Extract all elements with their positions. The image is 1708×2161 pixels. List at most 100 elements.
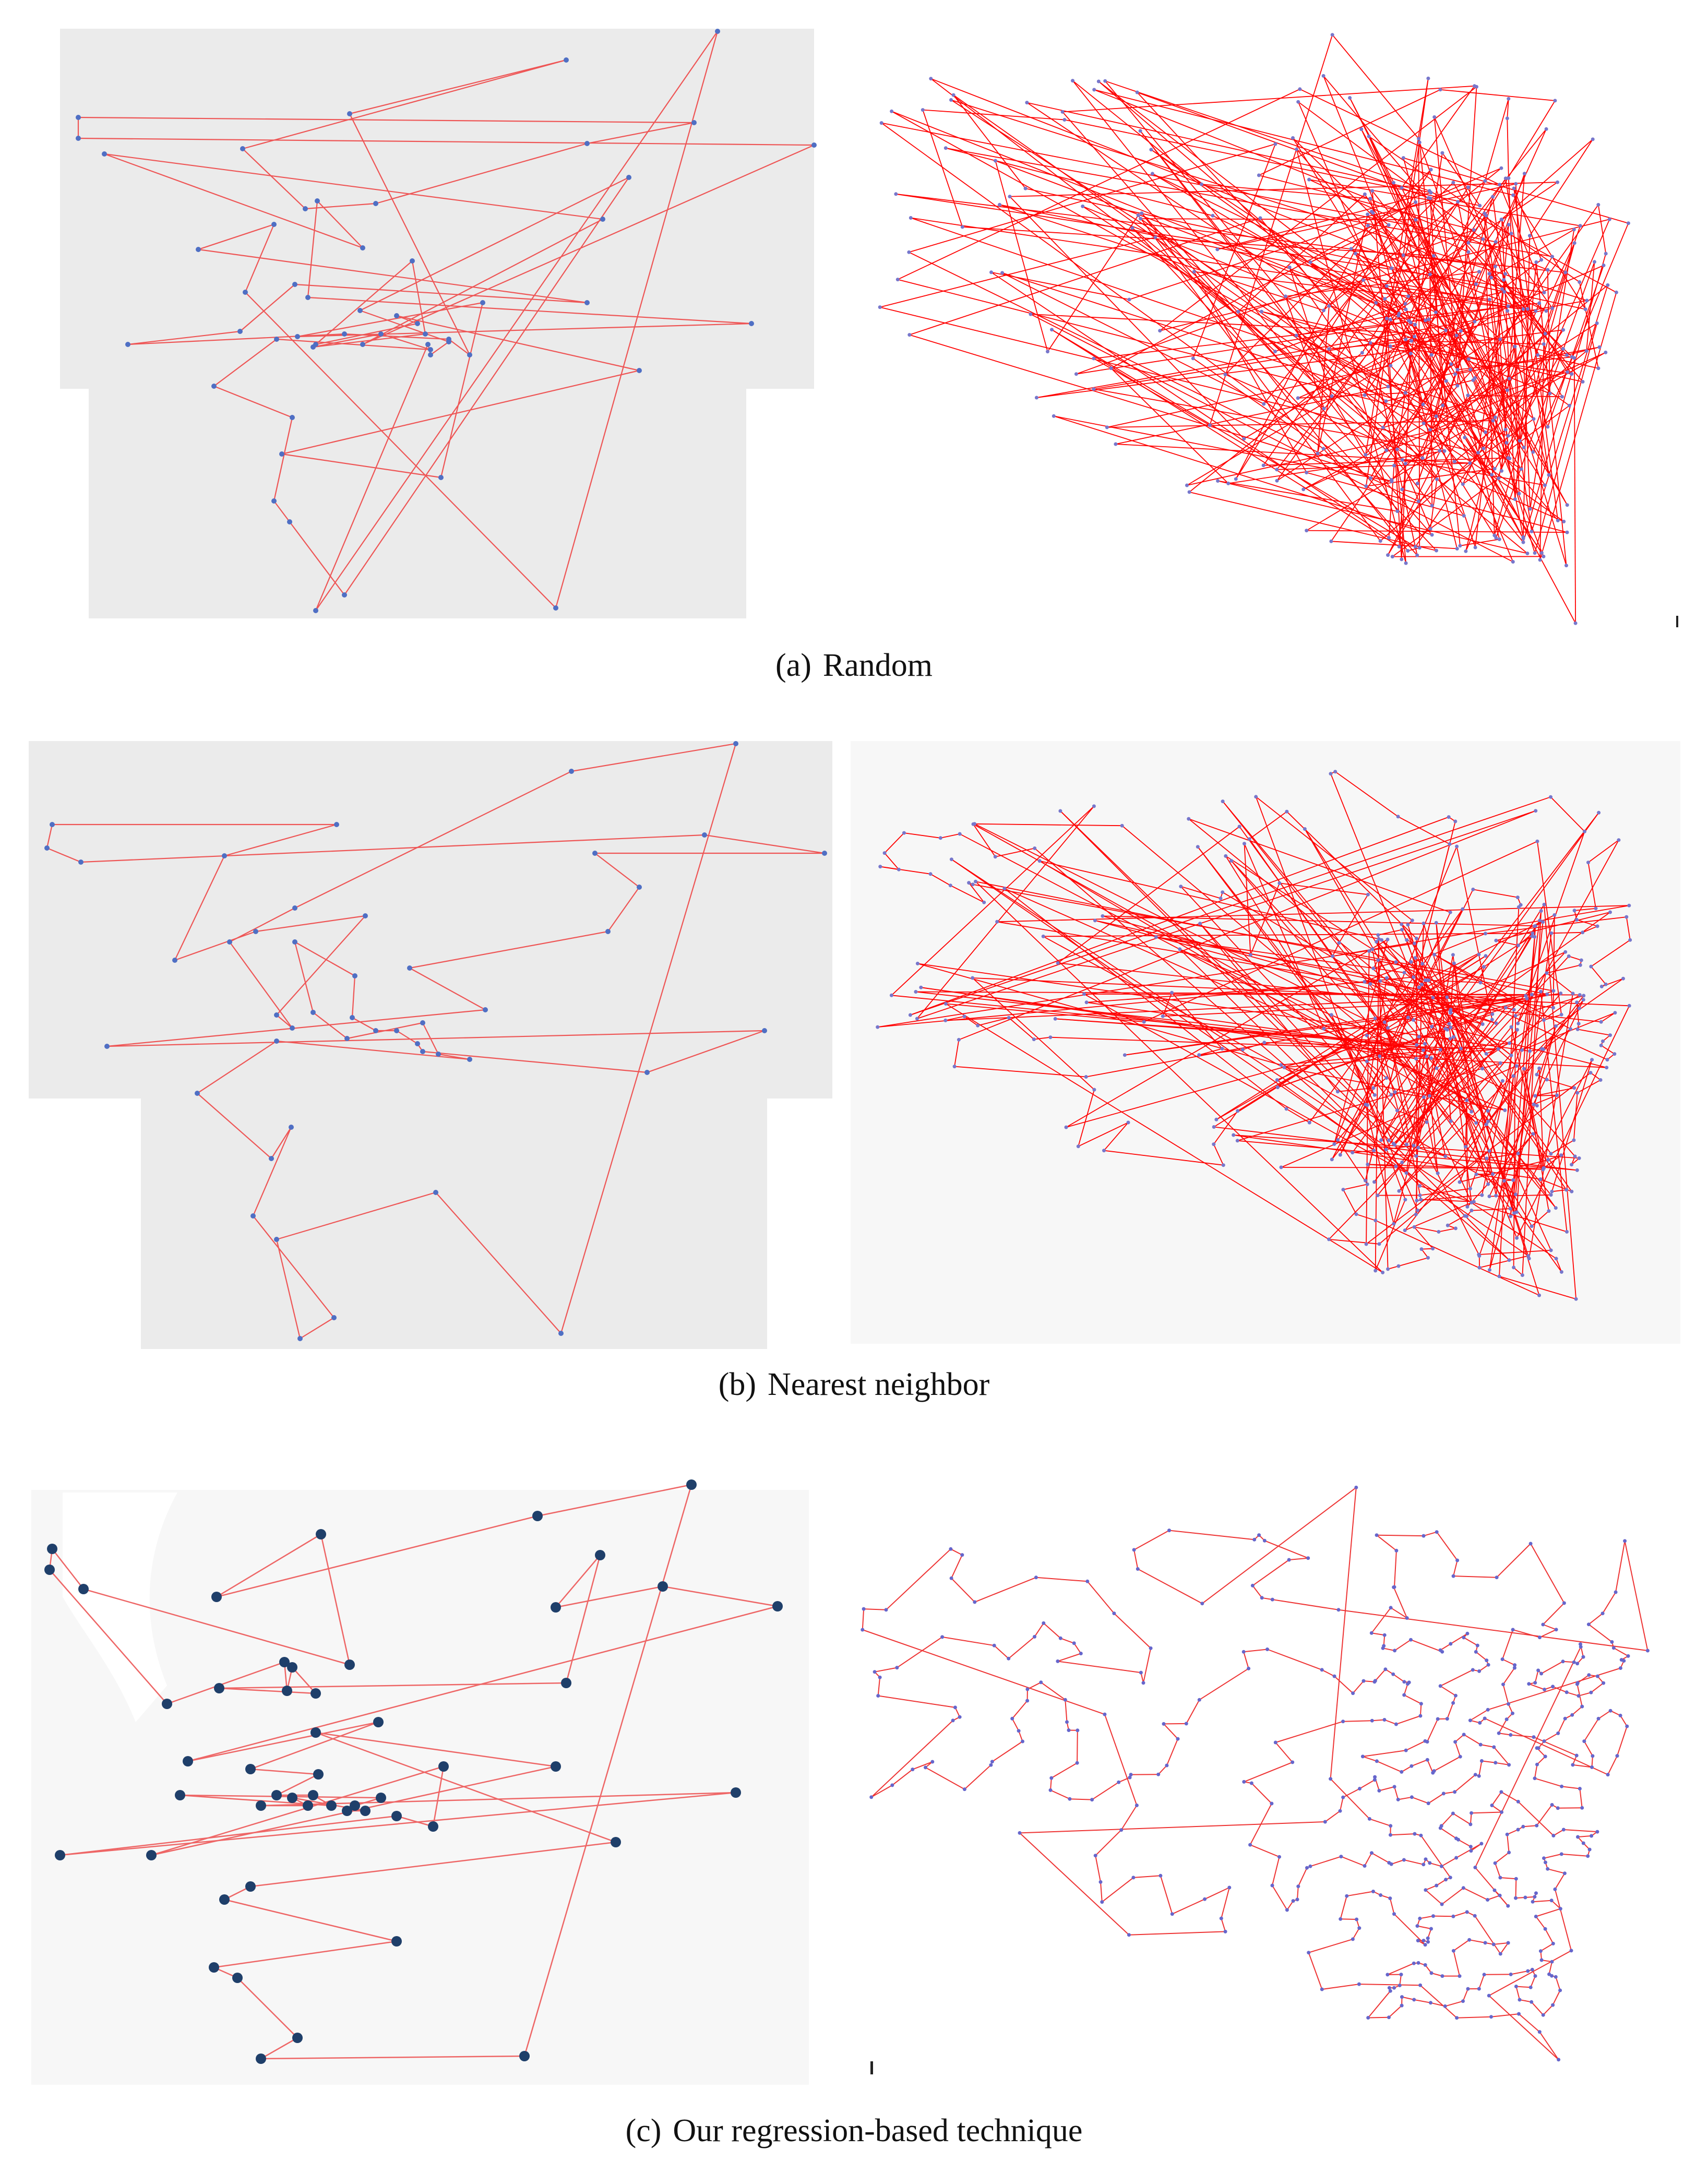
tour-edge — [1002, 272, 1509, 436]
city-node — [928, 872, 933, 876]
city-node — [378, 331, 384, 337]
city-node — [1305, 1866, 1309, 1870]
tour-edge — [1244, 843, 1251, 955]
city-node — [1410, 339, 1414, 343]
city-node — [1395, 447, 1399, 451]
tour-edge — [1323, 182, 1454, 311]
city-node — [1386, 553, 1390, 557]
city-node — [1606, 283, 1610, 287]
tour-edge — [1188, 818, 1451, 913]
city-node — [1440, 1650, 1444, 1654]
city-node — [1301, 487, 1306, 492]
city-node — [1396, 1797, 1400, 1801]
city-node — [1295, 147, 1298, 151]
tour-edge — [1546, 972, 1573, 994]
city-node — [1354, 1212, 1358, 1216]
city-node — [1444, 379, 1448, 383]
tour-edge — [1518, 1801, 1554, 1836]
tour-edge — [1507, 1834, 1510, 1853]
tour-edge — [1379, 1786, 1395, 1792]
city-node — [1435, 1066, 1439, 1070]
city-node — [1524, 994, 1528, 998]
city-node — [1378, 539, 1382, 543]
city-node — [1552, 913, 1557, 917]
tour-edge — [1366, 468, 1495, 487]
city-node — [1473, 1866, 1477, 1869]
city-node — [292, 905, 297, 911]
city-node — [1398, 1984, 1402, 1987]
city-node — [1591, 137, 1595, 141]
tour-edge — [1355, 253, 1424, 405]
city-node — [1453, 1740, 1458, 1744]
tour-edge — [1387, 1963, 1414, 1975]
tour-edge — [1330, 773, 1518, 1238]
city-node — [1549, 1248, 1553, 1252]
city-node — [1291, 1899, 1295, 1903]
city-node — [1451, 1811, 1455, 1816]
city-node — [1441, 403, 1445, 408]
tour-edge — [1430, 479, 1438, 529]
city-node — [1439, 1824, 1443, 1828]
tour-edge — [1379, 1150, 1490, 1245]
tour-edge — [953, 94, 1026, 189]
city-node — [1449, 362, 1453, 366]
city-node — [1455, 2016, 1459, 2020]
tour-edge — [1420, 1835, 1451, 1878]
city-node — [1464, 549, 1468, 553]
city-node — [1373, 1219, 1378, 1223]
city-node — [1425, 1120, 1429, 1124]
city-node — [1270, 1883, 1274, 1888]
tour-edge — [1332, 942, 1340, 957]
tour-edge — [229, 908, 295, 942]
city-node — [951, 1718, 955, 1723]
city-node — [1509, 1972, 1513, 1976]
tour-edge — [892, 1769, 913, 1786]
tour-edge — [104, 153, 603, 220]
city-node — [1296, 100, 1300, 104]
city-node — [1456, 200, 1460, 204]
tour-edge — [912, 1761, 933, 1770]
city-node — [1474, 1172, 1478, 1176]
tour-edge — [1189, 352, 1363, 493]
city-node — [1405, 938, 1409, 942]
city-node — [1509, 232, 1513, 235]
city-node — [1506, 309, 1510, 313]
city-node — [605, 929, 611, 934]
city-node — [1406, 549, 1410, 553]
tour-edge — [213, 1940, 397, 1968]
city-node — [292, 939, 297, 945]
city-node — [1102, 1149, 1106, 1153]
city-node — [1219, 897, 1223, 900]
city-node — [1477, 1669, 1482, 1673]
tour-edge — [1233, 1135, 1580, 1159]
city-node — [289, 1125, 294, 1130]
tour-edge — [250, 1721, 379, 1770]
tour-edge — [1391, 333, 1546, 481]
tour-edge — [1187, 330, 1446, 486]
tour-edge — [174, 855, 225, 961]
tour-edge — [1484, 1717, 1608, 1775]
tour-edge — [1495, 1076, 1514, 1196]
tour-edge — [1552, 1990, 1561, 2005]
city-node — [1422, 1095, 1426, 1099]
city-node — [1007, 1016, 1011, 1020]
city-node — [1007, 1656, 1011, 1661]
city-node — [1149, 148, 1153, 152]
tour-edge — [1434, 1756, 1461, 1772]
city-node — [1512, 1666, 1516, 1670]
city-node — [1438, 1684, 1442, 1688]
tour-edge — [1041, 1681, 1066, 1701]
city-node — [1441, 1792, 1446, 1796]
city-node — [1536, 1746, 1540, 1750]
tour-edge — [950, 1548, 963, 1556]
city-node — [951, 93, 955, 97]
tour-edge — [930, 78, 1524, 310]
city-node — [1330, 394, 1334, 398]
city-node — [957, 1037, 961, 1042]
tour-edge — [255, 915, 366, 933]
city-node — [1536, 353, 1540, 357]
tour-edge — [1385, 379, 1474, 402]
tour-edge — [1610, 1710, 1621, 1716]
tour-edge — [271, 1127, 292, 1159]
tour-edge — [1036, 329, 1563, 398]
